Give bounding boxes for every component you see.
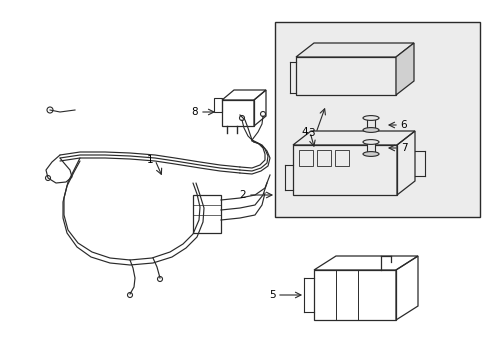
- Text: 3: 3: [307, 128, 314, 138]
- Ellipse shape: [362, 116, 378, 120]
- Text: 5: 5: [268, 290, 275, 300]
- Bar: [298, 150, 312, 166]
- Text: 6: 6: [400, 120, 407, 130]
- Ellipse shape: [362, 127, 378, 132]
- Text: 1: 1: [146, 155, 153, 165]
- Polygon shape: [395, 43, 413, 95]
- Polygon shape: [295, 43, 413, 57]
- Bar: [193, 195, 221, 233]
- Bar: [214, 98, 222, 112]
- Text: 7: 7: [400, 143, 407, 153]
- Bar: [274, 22, 479, 217]
- Text: 8: 8: [191, 107, 198, 117]
- Ellipse shape: [362, 140, 378, 144]
- Bar: [316, 150, 330, 166]
- Bar: [366, 142, 374, 154]
- Bar: [366, 118, 374, 130]
- Text: 4: 4: [301, 127, 307, 137]
- Text: 2: 2: [239, 190, 246, 200]
- Ellipse shape: [362, 152, 378, 156]
- Bar: [334, 150, 348, 166]
